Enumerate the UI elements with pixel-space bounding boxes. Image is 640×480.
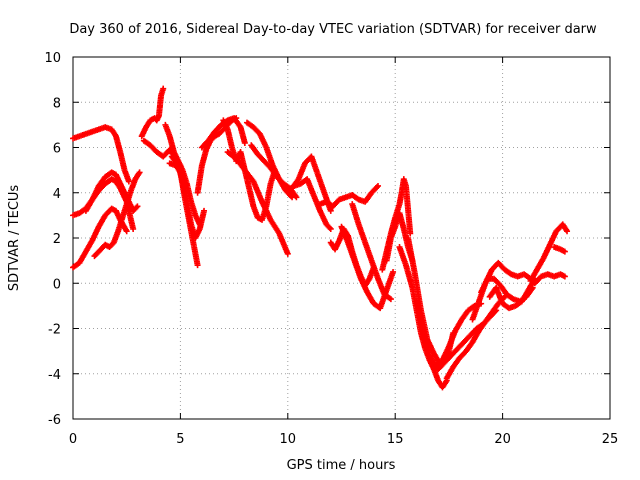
data-point: [133, 204, 140, 211]
series-trace-s: [317, 182, 382, 210]
chart-title: Day 360 of 2016, Sidereal Day-to-day VTE…: [69, 22, 597, 37]
y-tick-label: 0: [53, 277, 61, 292]
data-point: [241, 139, 248, 146]
x-tick-label: 15: [387, 432, 404, 447]
y-axis-label: SDTVAR / TECUs: [7, 185, 22, 292]
y-tick-label: 6: [53, 142, 61, 157]
series-trace-a: [70, 124, 132, 185]
data-point: [375, 182, 382, 189]
series-trace-l: [198, 115, 248, 151]
data-point: [293, 194, 300, 201]
data-point: [327, 207, 334, 214]
data-point: [387, 296, 394, 303]
series-trace-n: [224, 149, 291, 257]
y-tick-label: 4: [53, 187, 61, 202]
series-trace-v: [349, 201, 394, 303]
data-point: [284, 250, 291, 257]
data-point: [194, 262, 201, 269]
data-point: [130, 225, 137, 232]
data-point: [125, 178, 132, 185]
data-point: [407, 230, 414, 237]
data-point: [201, 207, 208, 214]
data-point: [561, 273, 568, 280]
x-tick-label: 20: [494, 432, 511, 447]
data-point: [123, 228, 130, 235]
x-tick-label: 25: [602, 432, 619, 447]
y-tick-label: 10: [44, 51, 61, 66]
x-tick-label: 0: [69, 432, 77, 447]
data-point: [327, 225, 334, 232]
y-tick-label: 2: [53, 232, 61, 247]
series-trace-j: [168, 153, 208, 241]
series-trace-d: [70, 205, 130, 271]
x-axis-label: GPS time / hours: [287, 458, 396, 473]
y-tick-labels: -6 -4 -2 0 2 4 6 8 10: [44, 51, 61, 428]
x-tick-label: 10: [280, 432, 297, 447]
y-tick-label: -2: [48, 323, 61, 338]
data-point: [326, 224, 333, 231]
data-point: [373, 184, 380, 191]
data-point: [134, 203, 141, 210]
x-tick-labels: 0 5 10 15 20 25: [69, 432, 618, 447]
data-point: [564, 228, 571, 235]
series-trace-e: [91, 169, 143, 260]
series-trace-u: [338, 223, 397, 312]
data-point: [136, 169, 143, 176]
series-trace-f: [138, 85, 167, 140]
y-tick-label: 8: [53, 96, 61, 111]
data-point: [160, 85, 167, 92]
y-tick-label: -6: [48, 413, 61, 428]
axis-ticks: [72, 56, 611, 420]
series-trace-ai: [551, 244, 568, 255]
series-trace-m: [220, 117, 278, 223]
series-trace-ah: [531, 271, 568, 287]
y-tick-label: -4: [48, 368, 61, 383]
data-point: [390, 268, 397, 275]
x-tick-label: 5: [176, 432, 184, 447]
series-trace-ag: [527, 221, 571, 284]
data-points: [70, 85, 571, 391]
data-point: [561, 248, 568, 255]
